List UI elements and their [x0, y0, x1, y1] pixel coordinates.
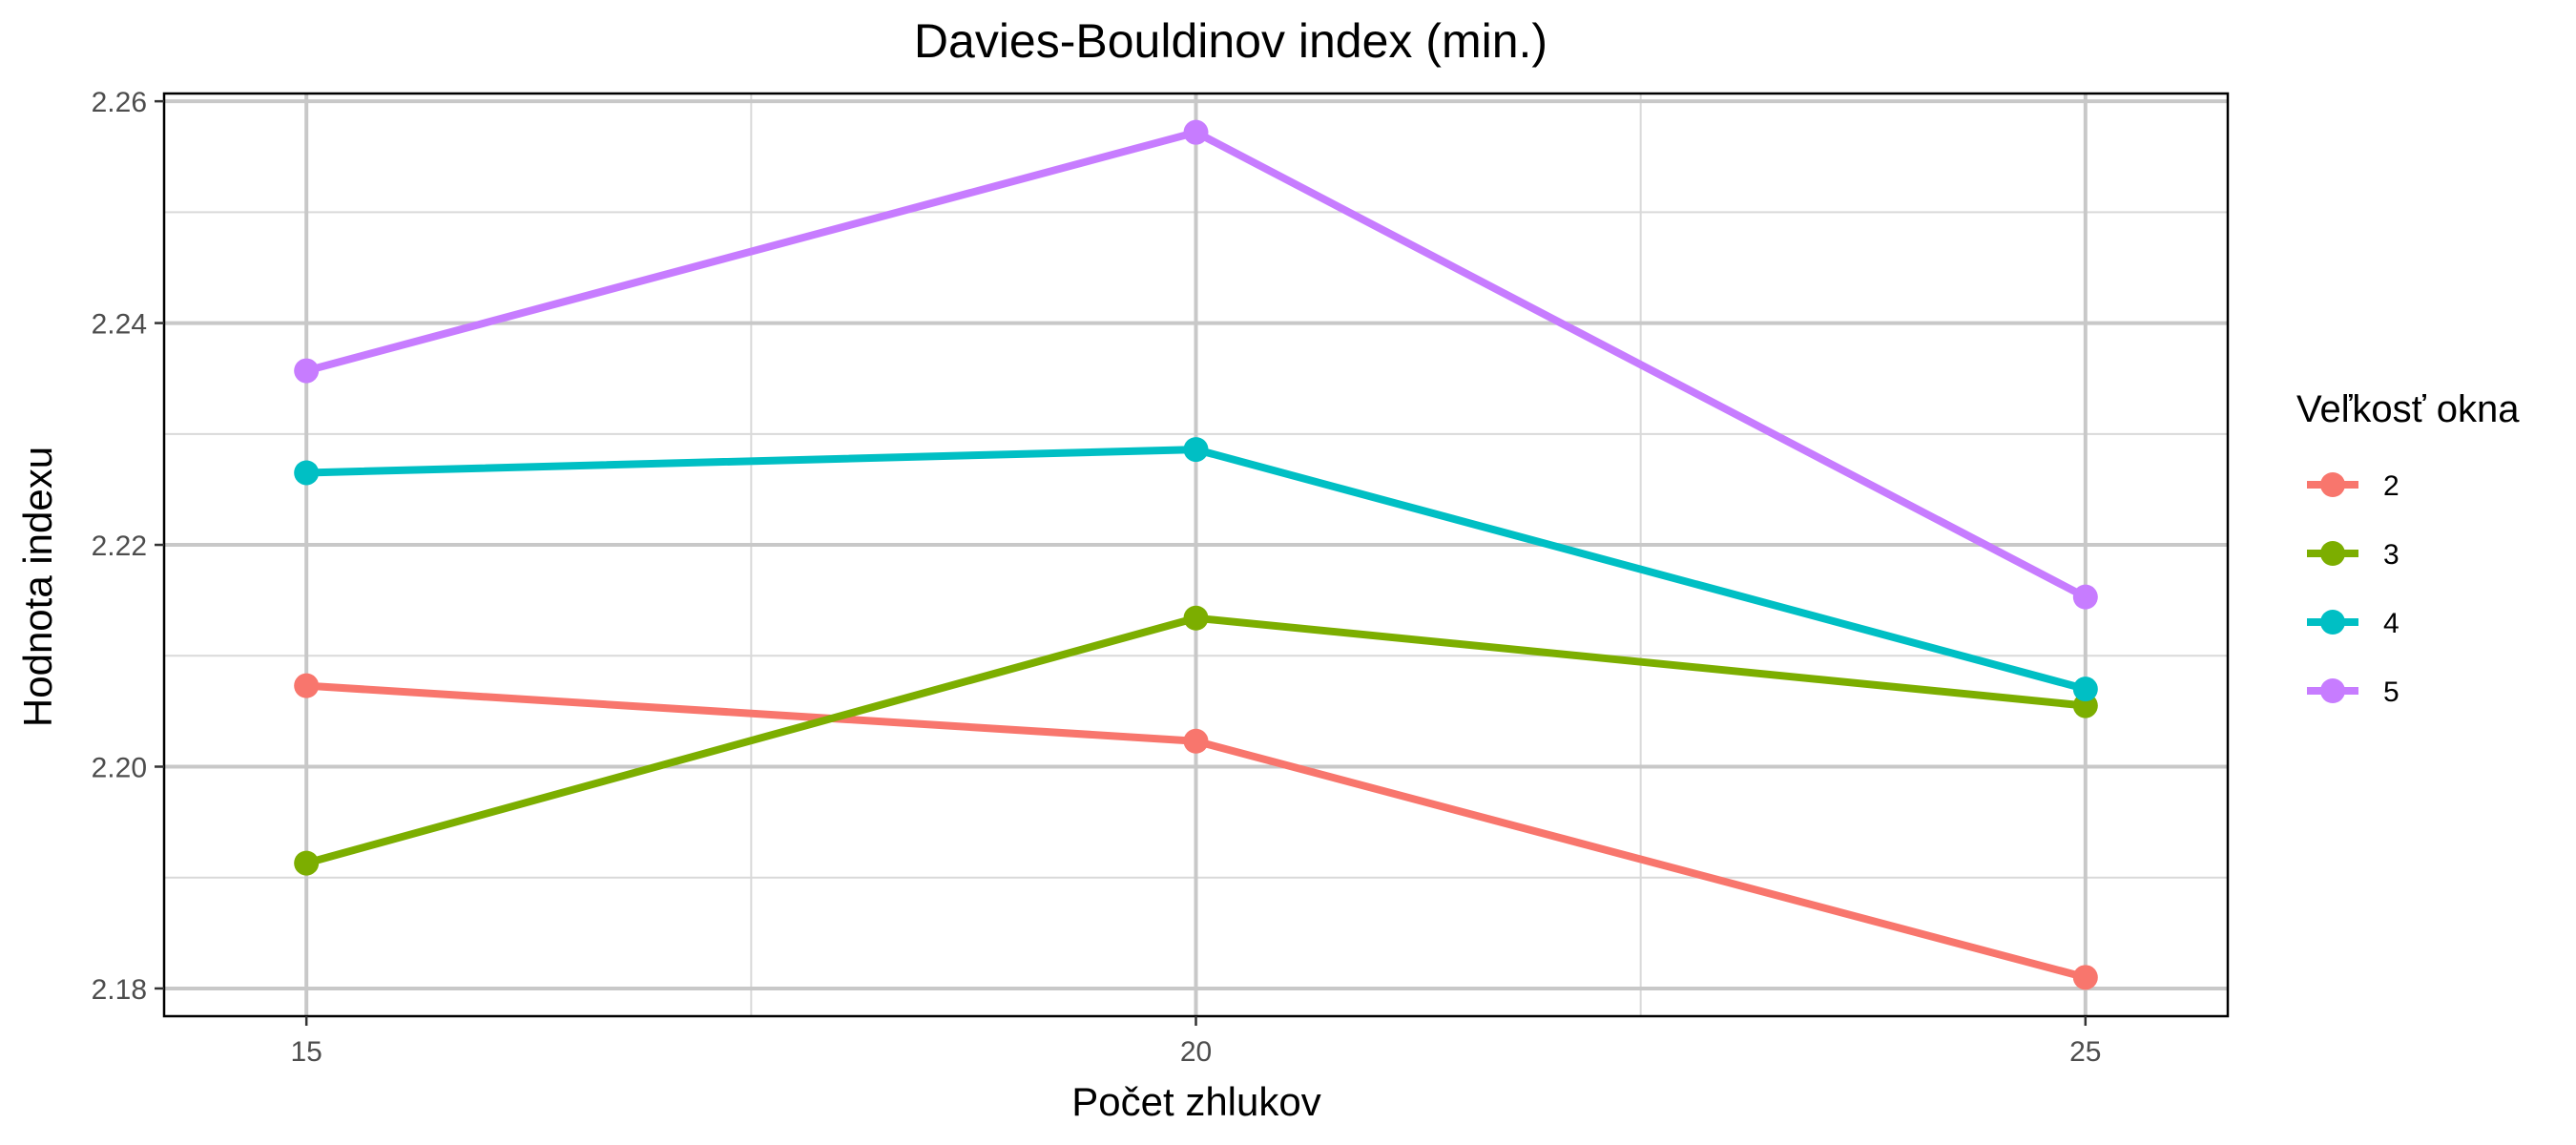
x-axis-title: Počet zhlukov — [1071, 1079, 1320, 1124]
legend-label: 3 — [2383, 539, 2399, 571]
data-point-5 — [294, 358, 320, 384]
legend-title: Veľkosť okna — [2296, 388, 2520, 430]
x-tick-label: 20 — [1180, 1036, 1212, 1068]
legend-item-5: 5 — [2307, 677, 2399, 708]
data-point-4 — [294, 460, 320, 486]
data-point-5 — [1183, 119, 1209, 145]
y-tick-label: 2.22 — [92, 531, 147, 562]
y-tick-label: 2.20 — [92, 752, 147, 783]
legend-key-point — [2320, 678, 2345, 703]
y-axis-title: Hodnota indexu — [15, 447, 60, 727]
data-point-5 — [2072, 584, 2098, 610]
series-layer — [294, 119, 2098, 990]
y-tick-label: 2.24 — [92, 309, 147, 341]
data-point-4 — [2072, 677, 2098, 702]
legend-key-point — [2320, 610, 2345, 635]
data-point-3 — [294, 850, 320, 876]
chart-title: Davies-Bouldinov index (min.) — [914, 14, 1548, 68]
y-tick-label: 2.26 — [92, 87, 147, 118]
legend-item-2: 2 — [2307, 470, 2399, 502]
data-point-2 — [294, 673, 320, 698]
data-point-3 — [1183, 605, 1209, 631]
legend: Veľkosť okna 2 3 4 5 — [2296, 388, 2520, 708]
legend-label: 4 — [2383, 608, 2399, 639]
data-point-2 — [2072, 965, 2098, 990]
data-point-2 — [1183, 728, 1209, 754]
x-tick-label: 25 — [2069, 1036, 2101, 1068]
legend-key-point — [2320, 472, 2345, 497]
legend-item-3: 3 — [2307, 539, 2399, 571]
x-tick-label: 15 — [290, 1036, 322, 1068]
y-tick-label: 2.18 — [92, 974, 147, 1006]
legend-label: 5 — [2383, 677, 2399, 708]
data-point-4 — [1183, 437, 1209, 463]
legend-label: 2 — [2383, 470, 2399, 502]
axes: 2.18 2.20 2.22 2.24 2.26 15 20 25 — [92, 87, 2102, 1068]
legend-item-4: 4 — [2307, 608, 2399, 639]
grid — [164, 94, 2228, 1016]
legend-key-point — [2320, 541, 2345, 566]
